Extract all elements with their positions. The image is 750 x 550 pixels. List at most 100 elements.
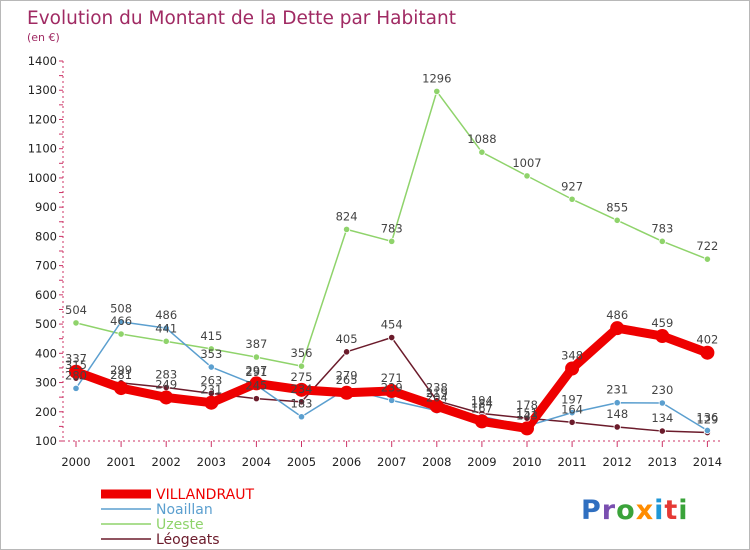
data-point [69, 364, 83, 379]
data-label: 143 [516, 408, 538, 422]
data-label: 291 [245, 365, 267, 379]
data-point [249, 376, 264, 391]
data-point [294, 382, 309, 397]
x-tick-label: 2006 [332, 455, 361, 469]
data-point [339, 385, 354, 400]
y-tick-label: 1400 [28, 54, 57, 68]
x-tick-label: 2011 [557, 455, 586, 469]
chart-subtitle: (en €) [27, 31, 60, 44]
y-tick-label: 300 [35, 376, 57, 390]
data-label: 134 [651, 411, 673, 425]
data-label: 722 [696, 239, 718, 253]
logo-letter: x [636, 495, 654, 526]
x-tick-label: 2004 [242, 455, 271, 469]
data-label: 855 [606, 200, 628, 214]
x-tick-label: 2003 [197, 455, 226, 469]
data-label: 927 [561, 179, 583, 193]
data-point [478, 148, 486, 156]
data-label: 197 [561, 393, 583, 407]
data-point [433, 87, 441, 96]
data-label: 281 [110, 368, 132, 382]
data-label: 441 [155, 321, 177, 335]
data-label: 824 [336, 209, 358, 223]
data-label: 454 [381, 318, 403, 332]
x-tick-label: 2002 [152, 455, 181, 469]
y-tick-label: 700 [35, 259, 57, 273]
data-label: 297 [245, 363, 267, 377]
data-label: 265 [336, 373, 358, 387]
data-label: 231 [606, 383, 628, 397]
x-tick-label: 2014 [693, 455, 722, 469]
data-label: 459 [651, 316, 673, 330]
data-point [204, 395, 219, 410]
data-point [72, 319, 80, 327]
data-point [252, 353, 260, 361]
data-label: 402 [696, 333, 718, 347]
data-point [388, 237, 396, 245]
data-point [252, 395, 260, 403]
data-point [429, 399, 444, 414]
y-tick-label: 1000 [28, 171, 57, 185]
data-label: 263 [200, 373, 222, 387]
data-point [568, 409, 576, 417]
data-point [658, 237, 666, 245]
series-points [69, 87, 715, 437]
data-label: 783 [651, 221, 673, 235]
data-label: 466 [110, 314, 132, 328]
data-point [342, 348, 351, 356]
data-label: 1296 [422, 71, 451, 85]
data-point [388, 333, 396, 342]
data-point [523, 172, 531, 180]
data-point [700, 345, 715, 360]
data-label: 234 [291, 382, 313, 396]
y-tick-label: 800 [35, 229, 57, 243]
data-label: 315 [65, 358, 87, 372]
data-label: 353 [200, 347, 222, 361]
data-point [520, 421, 534, 436]
y-tick-label: 1100 [28, 142, 57, 156]
data-label: 486 [606, 308, 628, 322]
data-point [207, 363, 215, 371]
svg-text:Proxiti: Proxiti [581, 495, 689, 526]
y-tick-label: 100 [35, 434, 57, 448]
legend-label: Uzeste [156, 517, 204, 533]
y-tick-label: 200 [35, 405, 57, 419]
x-tick-label: 2005 [287, 455, 316, 469]
y-tick-label: 900 [35, 200, 57, 214]
data-point [565, 361, 580, 376]
y-tick-label: 1300 [28, 83, 57, 97]
data-label: 204 [426, 391, 448, 405]
data-label: 299 [110, 363, 132, 377]
data-point [72, 384, 80, 392]
x-tick-label: 2000 [61, 455, 90, 469]
data-label: 280 [65, 368, 87, 382]
x-tick-label: 2012 [603, 455, 632, 469]
data-label: 178 [516, 398, 538, 412]
data-point [117, 330, 125, 338]
data-point [655, 329, 670, 344]
data-point [474, 414, 489, 429]
data-point [342, 225, 351, 233]
data-label: 151 [516, 406, 538, 420]
legend-label: Léogeats [156, 532, 220, 548]
data-point [703, 255, 712, 263]
x-tick-label: 2008 [422, 455, 451, 469]
data-label: 239 [381, 380, 403, 394]
proxiti-logo: Proxiti [581, 495, 689, 526]
data-point [568, 418, 576, 426]
data-point [117, 318, 125, 326]
data-label: 337 [65, 352, 87, 366]
data-label: 387 [245, 337, 267, 351]
logo-letter: o [616, 495, 636, 526]
data-label: 1088 [467, 132, 496, 146]
data-labels: 315 299 283 263 245 234 405 454 238 194 178 164 148 1… [65, 71, 718, 426]
data-label: 405 [336, 332, 358, 346]
data-point [207, 345, 215, 353]
data-point [297, 413, 306, 421]
data-label: 129 [696, 413, 718, 427]
data-label: 249 [155, 377, 177, 391]
data-point [703, 426, 712, 435]
data-label: 508 [110, 302, 132, 316]
data-point [568, 195, 576, 203]
